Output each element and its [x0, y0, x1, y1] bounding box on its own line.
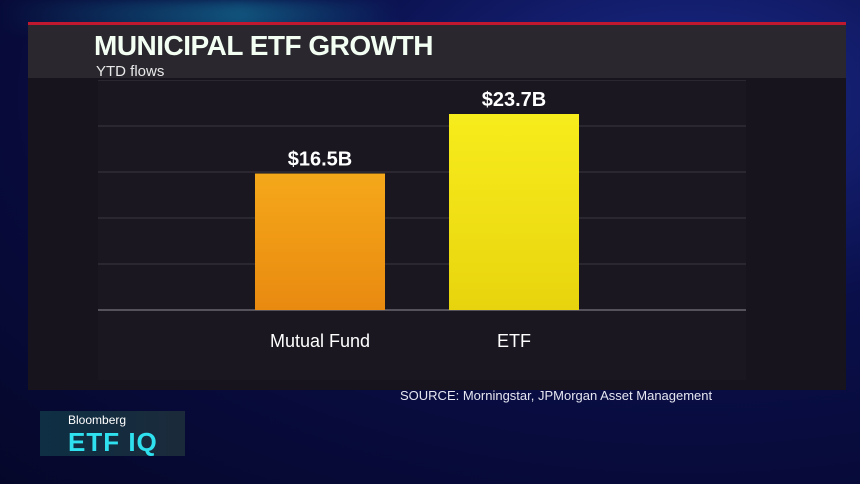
data-label: $23.7B	[482, 89, 547, 111]
show-logo: Bloomberg ETF IQ	[40, 411, 185, 457]
bar-etf	[449, 114, 579, 310]
data-label: $16.5B	[288, 149, 353, 171]
chart-subtitle: YTD flows	[96, 63, 165, 80]
chart-title: MUNICIPAL ETF GROWTH	[94, 30, 433, 61]
category-label: Mutual Fund	[270, 331, 370, 351]
etf-iq-logo-text: ETF IQ	[68, 427, 158, 457]
chart-header: MUNICIPAL ETF GROWTH YTD flows	[28, 22, 846, 80]
chart-panel: MUNICIPAL ETF GROWTH YTD flows $16.5B Mut…	[28, 22, 846, 390]
bloomberg-logo-text: Bloomberg	[68, 413, 127, 427]
source-note: SOURCE: Morningstar, JPMorgan Asset Mana…	[400, 388, 713, 403]
bar-mutual-fund	[255, 173, 385, 310]
bar-chart: $16.5B Mutual Fund $23.7B ETF	[98, 80, 746, 351]
category-label: ETF	[497, 331, 531, 351]
plot-area: $16.5B Mutual Fund $23.7B ETF	[98, 80, 746, 380]
